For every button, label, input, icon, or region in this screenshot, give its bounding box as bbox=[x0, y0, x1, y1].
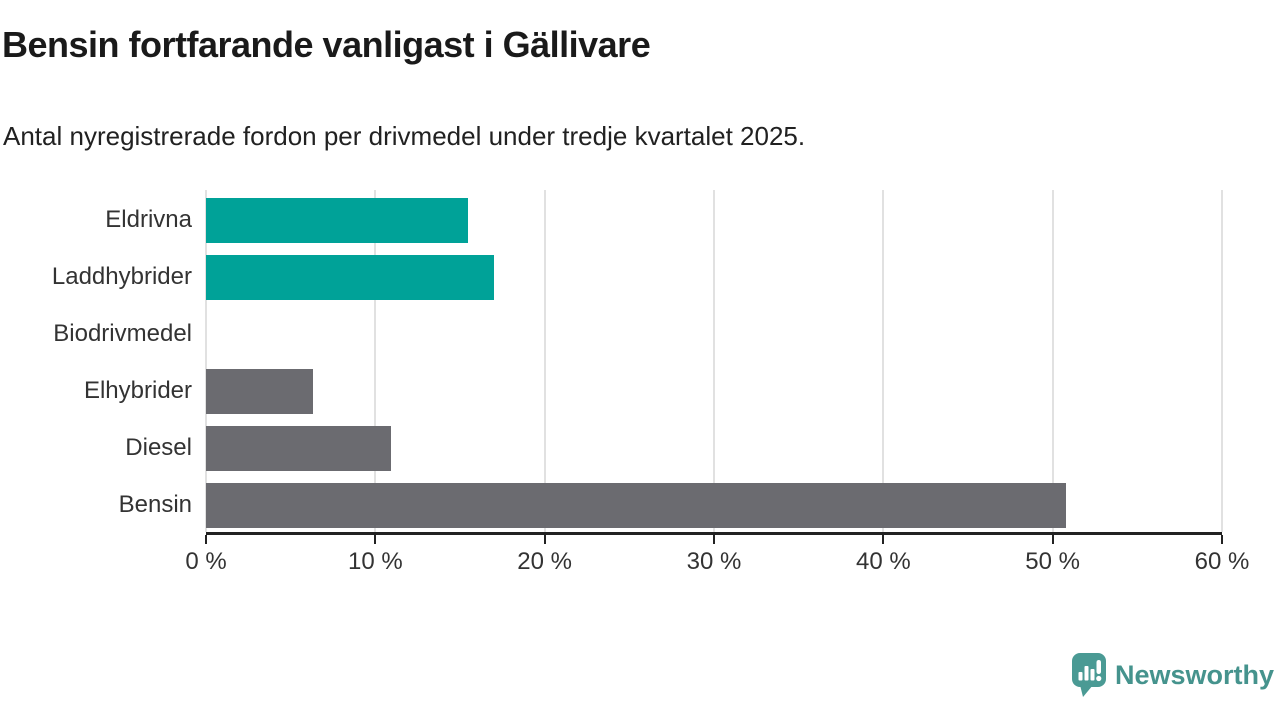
gridline-20 bbox=[543, 190, 546, 532]
gridline-50 bbox=[1051, 190, 1054, 532]
chart-title: Bensin fortfarande vanligast i Gällivare bbox=[2, 24, 651, 65]
gridline-0 bbox=[205, 190, 207, 532]
y-label-elhybrider: Elhybrider bbox=[83, 377, 192, 404]
bar-bensin bbox=[206, 483, 1067, 528]
newsworthy-logo-icon bbox=[1071, 653, 1106, 697]
x-tick-label-0: 0 % bbox=[185, 548, 227, 575]
x-tick-30 bbox=[713, 535, 715, 544]
brand-logo-text: Newsworthy bbox=[1114, 659, 1274, 690]
bar-eldrivna bbox=[206, 198, 469, 243]
gridline-60 bbox=[1221, 190, 1223, 532]
y-axis-labels: Eldrivna Laddhybrider Biodrivmedel Elhybrid… bbox=[0, 190, 192, 532]
gridline-40 bbox=[882, 190, 885, 532]
x-tick-label-40: 40 % bbox=[855, 548, 911, 575]
y-label-laddhybrider: Laddhybrider bbox=[51, 263, 192, 290]
x-tick-0 bbox=[205, 535, 207, 544]
y-label-bensin: Bensin bbox=[118, 491, 192, 518]
bar-elhybrider bbox=[206, 369, 313, 414]
plot-area bbox=[205, 190, 1223, 532]
x-tick-40 bbox=[882, 535, 885, 544]
x-tick-60 bbox=[1221, 535, 1223, 544]
x-tick-label-10: 10 % bbox=[347, 548, 403, 575]
x-axis-line bbox=[206, 532, 1222, 535]
y-label-eldrivna: Eldrivna bbox=[105, 206, 192, 233]
x-tick-10 bbox=[374, 535, 377, 544]
gridline-30 bbox=[713, 190, 715, 532]
x-tick-label-50: 50 % bbox=[1025, 548, 1080, 575]
bar-diesel bbox=[206, 426, 391, 471]
x-tick-label-60: 60 % bbox=[1194, 548, 1250, 575]
x-tick-label-20: 20 % bbox=[517, 548, 572, 575]
chart-subtitle: Antal nyregistrerade fordon per drivmede… bbox=[3, 121, 806, 151]
x-tick-20 bbox=[543, 535, 546, 544]
y-label-diesel: Diesel bbox=[125, 434, 192, 461]
y-label-biodrivmedel: Biodrivmedel bbox=[53, 320, 192, 347]
brand-logo: Newsworthy bbox=[1071, 652, 1274, 698]
gridline-10 bbox=[374, 190, 377, 532]
bar-laddhybrider bbox=[206, 255, 494, 300]
x-tick-50 bbox=[1051, 535, 1054, 544]
x-tick-label-30: 30 % bbox=[686, 548, 742, 575]
